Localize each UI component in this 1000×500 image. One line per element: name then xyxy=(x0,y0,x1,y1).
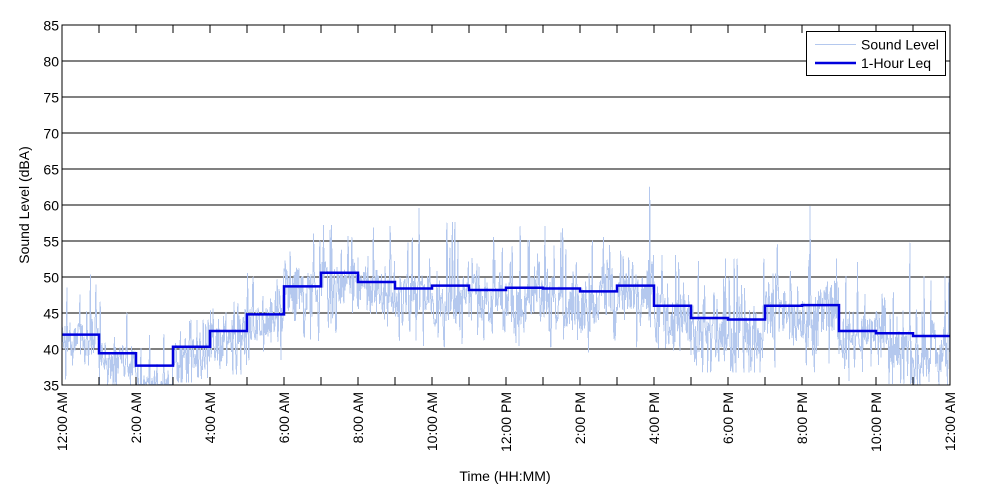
svg-text:55: 55 xyxy=(43,234,59,250)
svg-text:2:00 AM: 2:00 AM xyxy=(128,392,144,443)
svg-text:6:00 PM: 6:00 PM xyxy=(720,392,736,444)
svg-text:40: 40 xyxy=(43,342,59,358)
svg-text:2:00 PM: 2:00 PM xyxy=(572,392,588,444)
svg-text:60: 60 xyxy=(43,198,59,214)
svg-text:4:00 PM: 4:00 PM xyxy=(646,392,662,444)
svg-text:4:00 AM: 4:00 AM xyxy=(202,392,218,443)
svg-text:45: 45 xyxy=(43,306,59,322)
svg-text:Time (HH:MM): Time (HH:MM) xyxy=(459,468,550,484)
svg-text:6:00 AM: 6:00 AM xyxy=(276,392,292,443)
svg-text:85: 85 xyxy=(43,18,59,34)
svg-text:12:00 AM: 12:00 AM xyxy=(942,392,958,451)
svg-text:10:00 AM: 10:00 AM xyxy=(424,392,440,451)
svg-text:65: 65 xyxy=(43,162,59,178)
svg-text:Sound Level (dBA): Sound Level (dBA) xyxy=(16,146,32,264)
svg-text:Sound Level: Sound Level xyxy=(861,37,939,53)
svg-text:12:00 AM: 12:00 AM xyxy=(54,392,70,451)
svg-text:1-Hour Leq: 1-Hour Leq xyxy=(861,55,931,71)
svg-text:8:00 AM: 8:00 AM xyxy=(350,392,366,443)
svg-text:35: 35 xyxy=(43,378,59,394)
svg-text:80: 80 xyxy=(43,54,59,70)
svg-text:50: 50 xyxy=(43,270,59,286)
svg-text:70: 70 xyxy=(43,126,59,142)
svg-text:8:00 PM: 8:00 PM xyxy=(794,392,810,444)
svg-text:10:00 PM: 10:00 PM xyxy=(868,392,884,452)
svg-text:75: 75 xyxy=(43,90,59,106)
svg-text:12:00 PM: 12:00 PM xyxy=(498,392,514,452)
